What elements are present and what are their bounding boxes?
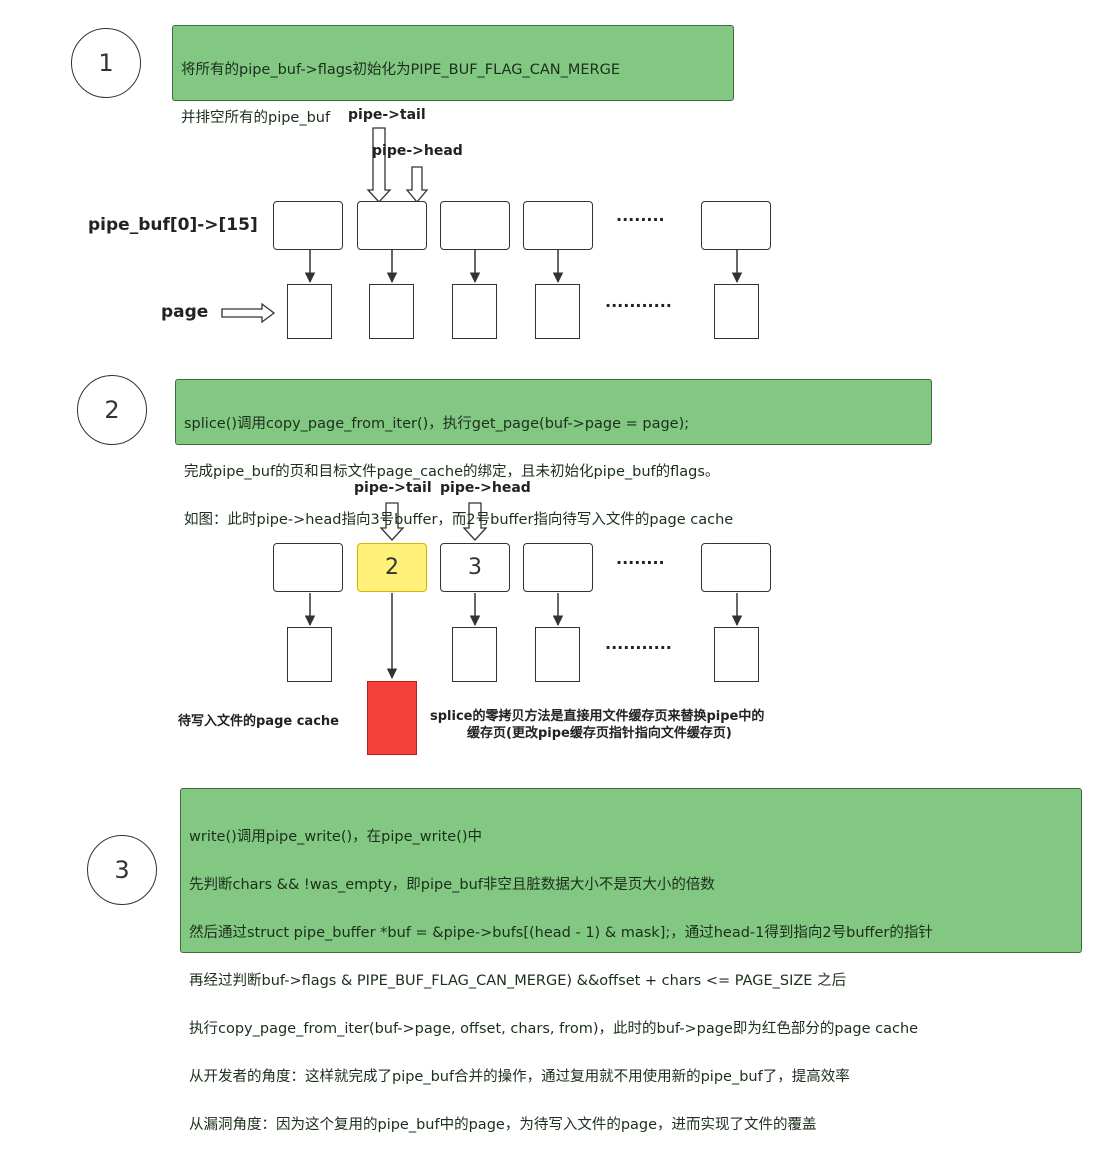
pipe-buffer	[357, 201, 427, 250]
step-number-circle: 2	[77, 375, 147, 445]
note-line: 完成pipe_buf的页和目标文件page_cache的绑定，且未初始化pipe…	[184, 464, 720, 480]
step3-note: write()调用pipe_write()，在pipe_write()中 先判断…	[180, 788, 1082, 1133]
page-cache-label: 待写入文件的page cache	[178, 714, 339, 729]
pipe-buffer	[273, 543, 343, 592]
splice-explanation-line1: splice的零拷贝方法是直接用文件缓存页来替换pipe中的	[430, 709, 765, 724]
page-pointer-arrow	[221, 302, 276, 324]
note-line: 并排空所有的pipe_buf	[181, 110, 331, 126]
step-number-circle: 1	[71, 28, 141, 98]
head-pointer-arrow	[462, 502, 488, 541]
note-line: 执行copy_page_from_iter(buf->page, offset,…	[189, 1021, 919, 1037]
page-block	[287, 627, 332, 682]
pipe-buffer-2-highlighted: 2	[357, 543, 427, 592]
ellipsis-dots: ········	[616, 210, 665, 229]
head-label: pipe->head	[440, 480, 531, 496]
pipe-buffer	[523, 201, 593, 250]
note-line: 再经过判断buf->flags & PIPE_BUF_FLAG_CAN_MERG…	[189, 973, 847, 989]
step1-note: 将所有的pipe_buf->flags初始化为PIPE_BUF_FLAG_CAN…	[172, 25, 734, 126]
step-number: 1	[98, 49, 114, 77]
page-block	[287, 284, 332, 339]
tail-pointer-arrow	[366, 127, 392, 203]
page-block	[369, 284, 414, 339]
file-page-cache-block	[367, 681, 417, 755]
note-line: 先判断chars && !was_empty，即pipe_buf非空且脏数据大小…	[189, 877, 715, 893]
page-block	[535, 627, 580, 682]
buffer-array-label: pipe_buf[0]->[15]	[88, 215, 258, 235]
pipe-buffer-3: 3	[440, 543, 510, 592]
page-block	[452, 627, 497, 682]
head-pointer-arrow	[405, 166, 429, 204]
page-block	[452, 284, 497, 339]
pipe-buffer	[701, 201, 771, 250]
pipe-buffer	[701, 543, 771, 592]
tail-pointer-arrow	[379, 502, 405, 541]
head-label: pipe->head	[372, 143, 463, 159]
ellipsis-dots: ········	[616, 553, 665, 572]
page-block	[535, 284, 580, 339]
step-number: 3	[114, 856, 130, 884]
pipe-buffer	[440, 201, 510, 250]
note-line: 然后通过struct pipe_buffer *buf = &pipe->buf…	[189, 925, 933, 941]
note-line: 如图：此时pipe->head指向3号buffer，而2号buffer指向待写入…	[184, 512, 734, 528]
note-line: 从漏洞角度：因为这个复用的pipe_buf中的page，为待写入文件的page，…	[189, 1117, 817, 1133]
tail-label: pipe->tail	[348, 107, 426, 123]
page-label: page	[161, 302, 209, 322]
page-block	[714, 627, 759, 682]
step-number: 2	[104, 396, 120, 424]
ellipsis-dots: ···········	[605, 638, 672, 657]
buffer-index: 2	[385, 555, 399, 580]
pipe-buffer	[523, 543, 593, 592]
step-number-circle: 3	[87, 835, 157, 905]
note-line: splice()调用copy_page_from_iter()，执行get_pa…	[184, 416, 690, 432]
connector-layer	[221, 127, 743, 680]
pipe-buffer	[273, 201, 343, 250]
step2-note: splice()调用copy_page_from_iter()，执行get_pa…	[175, 379, 932, 528]
splice-explanation-line2: 缓存页(更改pipe缓存页指针指向文件缓存页)	[467, 726, 732, 741]
page-block	[714, 284, 759, 339]
ellipsis-dots: ···········	[605, 296, 672, 315]
note-line: 将所有的pipe_buf->flags初始化为PIPE_BUF_FLAG_CAN…	[181, 62, 620, 78]
buffer-index: 3	[468, 555, 482, 580]
note-line: 从开发者的角度：这样就完成了pipe_buf合并的操作，通过复用就不用使用新的p…	[189, 1069, 850, 1085]
note-line: write()调用pipe_write()，在pipe_write()中	[189, 829, 483, 845]
tail-label: pipe->tail	[354, 480, 432, 496]
